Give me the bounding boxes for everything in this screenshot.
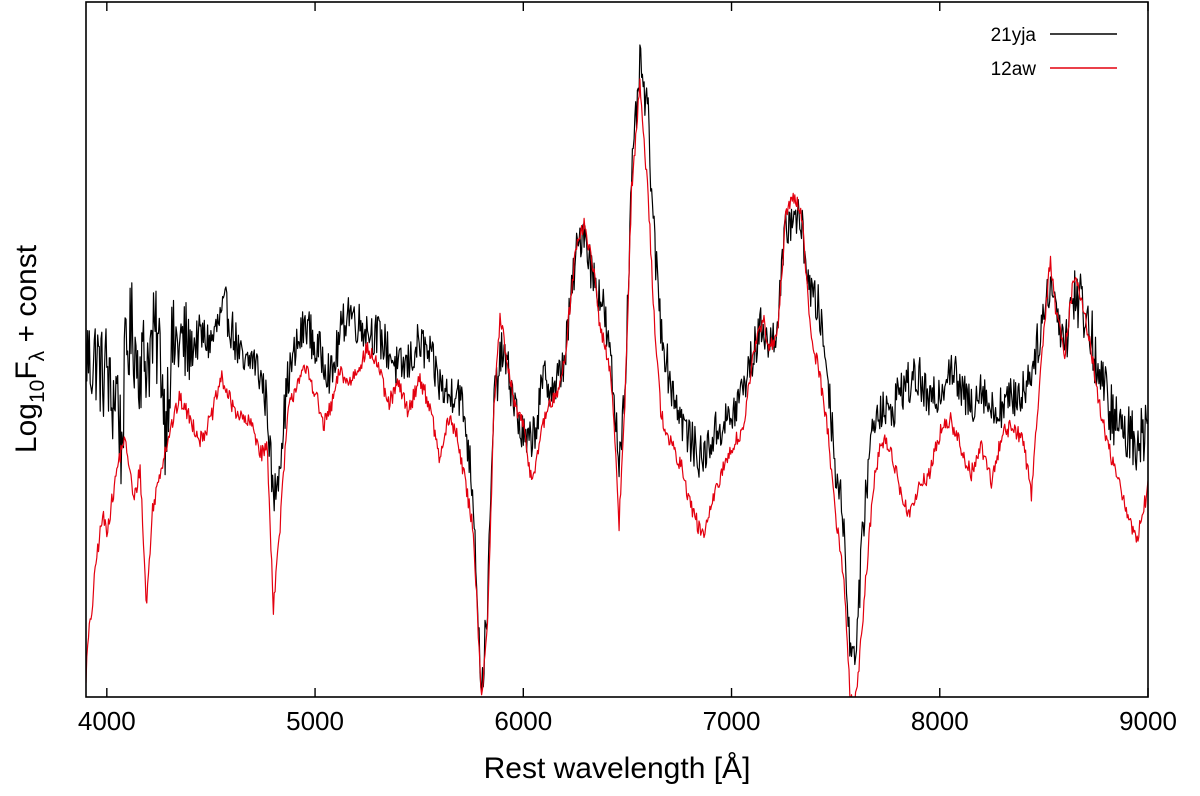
series-layer	[86, 44, 1148, 697]
series-line-12aw	[86, 78, 1148, 697]
series-line-21yja	[86, 44, 1148, 691]
y-axis-label: Log10Fλ + const	[10, 244, 49, 453]
plot-area	[85, 1, 1149, 698]
x-tick-label: 8000	[911, 706, 969, 736]
x-axis-label: Rest wavelength [Å]	[484, 752, 751, 785]
y-label-mid: F	[10, 361, 43, 379]
y-label-sub2: λ	[26, 350, 49, 361]
plot-frame	[85, 1, 1149, 698]
x-tick-label: 4000	[78, 706, 136, 736]
legend: 21yja 12aw	[991, 25, 1117, 80]
x-axis-ticks: 4000 5000 6000 7000 8000 9000	[78, 2, 1177, 736]
legend-label-12aw: 12aw	[991, 59, 1037, 80]
y-label-tail: + const	[10, 244, 43, 351]
y-label-base: Log	[10, 403, 43, 453]
legend-label-21yja: 21yja	[991, 25, 1037, 46]
x-tick-label: 5000	[286, 706, 344, 736]
x-tick-label: 6000	[494, 706, 552, 736]
x-tick-label: 7000	[703, 706, 761, 736]
x-tick-label: 9000	[1119, 706, 1177, 736]
y-label-sub1: 10	[26, 380, 49, 403]
